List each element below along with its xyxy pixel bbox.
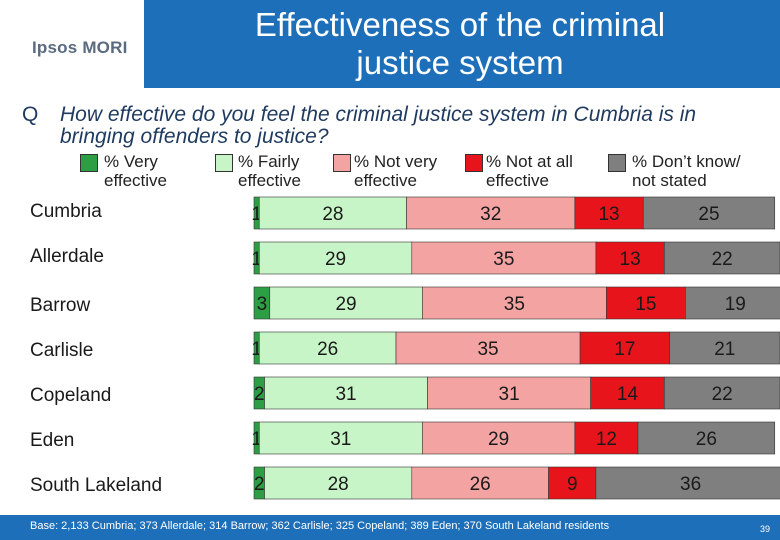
data-label: 35 bbox=[493, 249, 514, 270]
bar-segment bbox=[663, 241, 780, 275]
legend-swatch-5 bbox=[608, 154, 626, 172]
data-label: 36 bbox=[680, 474, 701, 495]
page-title: Effectiveness of the criminal justice sy… bbox=[150, 6, 770, 82]
data-label: 9 bbox=[567, 474, 578, 495]
data-label: 1 bbox=[251, 429, 262, 450]
category-label: South Lakeland bbox=[30, 475, 163, 496]
data-label: 32 bbox=[480, 204, 501, 225]
data-label: 29 bbox=[335, 294, 356, 315]
data-label: 17 bbox=[614, 339, 635, 360]
data-label: 35 bbox=[477, 339, 498, 360]
bar-segment bbox=[422, 421, 576, 455]
data-label: 31 bbox=[330, 429, 351, 450]
category-label: Allerdale bbox=[30, 246, 104, 267]
data-label: 2 bbox=[254, 384, 265, 405]
bar-segment bbox=[406, 196, 576, 230]
legend-label-5: % Don’t know/not stated bbox=[632, 152, 741, 190]
legend-swatch-2 bbox=[215, 154, 233, 172]
legend-label-2: % Fairly effective bbox=[238, 152, 302, 190]
data-label: 35 bbox=[504, 294, 525, 315]
legend-swatch-1 bbox=[80, 154, 98, 172]
data-label: 26 bbox=[317, 339, 338, 360]
data-label: 15 bbox=[635, 294, 656, 315]
bar-segment bbox=[669, 331, 780, 365]
page-number: 39 bbox=[759, 524, 770, 534]
bar-segment bbox=[258, 196, 407, 230]
title-line-1: Effectiveness of the criminal bbox=[254, 6, 666, 43]
bar-segment bbox=[411, 241, 597, 275]
bar-segment bbox=[258, 421, 423, 455]
data-label: 28 bbox=[322, 204, 343, 225]
bar-segment bbox=[264, 466, 413, 500]
legend-swatch-3 bbox=[333, 154, 351, 172]
bar-segment bbox=[606, 286, 686, 320]
bar-segment bbox=[663, 376, 780, 410]
data-label: 1 bbox=[251, 249, 262, 270]
bar-segment bbox=[258, 241, 413, 275]
bar-segment bbox=[685, 286, 780, 320]
data-label: 21 bbox=[714, 339, 735, 360]
data-label: 29 bbox=[488, 429, 509, 450]
header-banner: Ipsos MORI Effectiveness of the criminal… bbox=[0, 0, 780, 88]
category-label: Copeland bbox=[30, 385, 112, 406]
data-label: 12 bbox=[596, 429, 617, 450]
data-label: 2 bbox=[254, 474, 265, 495]
data-label: 22 bbox=[712, 384, 733, 405]
data-label: 29 bbox=[325, 249, 346, 270]
bar-segment bbox=[395, 331, 581, 365]
category-label: Cumbria bbox=[30, 201, 102, 222]
bar-segment bbox=[411, 466, 549, 500]
data-label: 26 bbox=[696, 429, 717, 450]
data-label: 26 bbox=[470, 474, 491, 495]
data-label: 25 bbox=[698, 204, 719, 225]
data-label: 14 bbox=[617, 384, 639, 405]
bar-segment bbox=[579, 331, 670, 365]
data-label: 31 bbox=[335, 384, 356, 405]
legend-swatch-4 bbox=[465, 154, 483, 172]
title-line-2: justice system bbox=[356, 44, 564, 81]
data-label: 31 bbox=[499, 384, 520, 405]
bar-segment bbox=[574, 421, 639, 455]
bar-segment bbox=[548, 466, 597, 500]
bar-segment bbox=[269, 286, 423, 320]
bar-segment bbox=[595, 466, 780, 500]
data-label: 3 bbox=[257, 294, 268, 315]
data-label: 13 bbox=[620, 249, 641, 270]
legend-label-4: % Not at all effective bbox=[486, 152, 573, 190]
logo-panel: Ipsos MORI bbox=[0, 0, 144, 88]
data-label: 22 bbox=[712, 249, 733, 270]
bar-segment bbox=[590, 376, 665, 410]
footer-bar bbox=[0, 515, 780, 540]
category-label: Barrow bbox=[30, 295, 91, 316]
bar-segment bbox=[422, 286, 607, 320]
bar-segment bbox=[264, 376, 428, 410]
question-marker: Q bbox=[22, 103, 39, 126]
category-label: Carlisle bbox=[30, 340, 94, 361]
data-label: 1 bbox=[251, 339, 262, 360]
data-label: 13 bbox=[598, 204, 619, 225]
ipsos-mori-logo: Ipsos MORI bbox=[32, 38, 128, 57]
base-note: Base: 2,133 Cumbria; 373 Allerdale; 314 … bbox=[30, 520, 610, 532]
data-label: 19 bbox=[725, 294, 746, 315]
legend-label-3: % Not very effective bbox=[354, 152, 438, 190]
category-label: Eden bbox=[30, 430, 75, 451]
question-text: How effective do you feel the criminal j… bbox=[60, 103, 697, 148]
bar-segment bbox=[574, 196, 644, 230]
data-label: 1 bbox=[251, 204, 262, 225]
data-label: 28 bbox=[328, 474, 349, 495]
bar-segment bbox=[258, 331, 397, 365]
bar-segment bbox=[637, 421, 776, 455]
legend-label-1: % Very effective bbox=[104, 152, 168, 190]
bar-segment bbox=[642, 196, 776, 230]
bar-segment bbox=[427, 376, 591, 410]
